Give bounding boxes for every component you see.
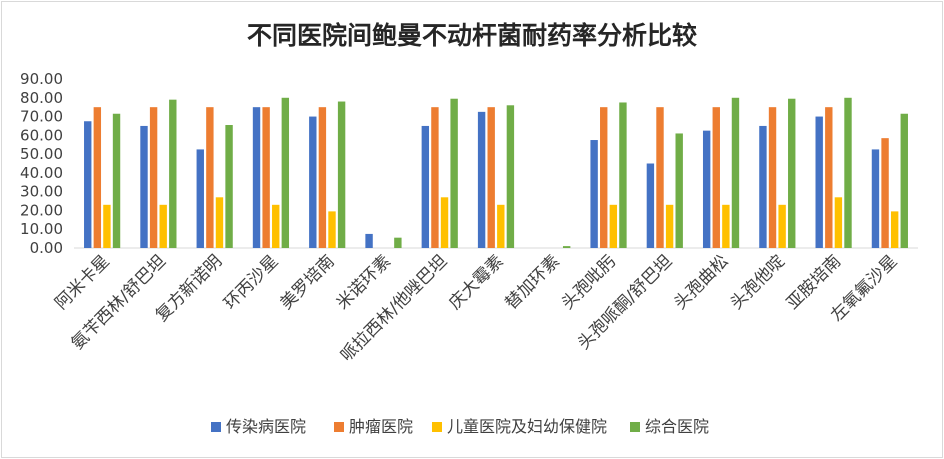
bar (600, 107, 608, 248)
bar (477, 111, 486, 248)
bar (562, 246, 571, 248)
legend-swatch (630, 422, 640, 432)
bar (844, 97, 852, 248)
bar (722, 204, 730, 248)
bar (281, 97, 290, 248)
bar (815, 116, 823, 248)
bar (646, 163, 655, 248)
legend-label: 传染病医院 (226, 417, 306, 436)
bar (309, 116, 317, 248)
bar (225, 125, 233, 248)
bar (871, 149, 880, 248)
chart-title: 不同医院间鲍曼不动杆菌耐药率分析比较 (247, 21, 697, 50)
bar (759, 125, 767, 248)
x-tick-label: 哌拉西林/他唑巴坦 (337, 251, 451, 365)
bar (825, 107, 833, 248)
bar (206, 107, 214, 248)
bar (262, 107, 270, 248)
bar (84, 121, 92, 248)
bar (421, 125, 430, 248)
bar (619, 102, 627, 248)
x-tick-label: 头孢他啶 (727, 251, 789, 313)
x-axis: 阿米卡星氨苄西林/舒巴坦复方新诺明环丙沙星美罗培南米诺环素哌拉西林/他唑巴坦庆大… (51, 251, 901, 365)
x-tick-label: 庆大霉素 (445, 251, 507, 313)
bar (834, 197, 843, 248)
bar (140, 125, 148, 248)
y-tick-label: 0.00 (30, 239, 63, 257)
y-tick-label: 80.00 (20, 89, 63, 107)
bar (656, 107, 664, 248)
bar (318, 107, 327, 248)
bars (84, 97, 908, 249)
bar (487, 107, 495, 248)
y-tick-label: 20.00 (20, 201, 63, 219)
y-tick-label: 60.00 (20, 126, 63, 144)
bar (272, 204, 280, 248)
bar (215, 197, 224, 248)
legend-swatch (334, 422, 344, 432)
bar (196, 149, 204, 248)
bar (881, 138, 889, 248)
bar (440, 197, 449, 248)
y-tick-label: 50.00 (20, 145, 63, 163)
x-tick-label: 环丙沙星 (220, 251, 282, 313)
bar (731, 97, 740, 248)
bar (675, 133, 683, 248)
x-tick-label: 美罗培南 (277, 251, 339, 313)
bar (159, 204, 167, 248)
bar (252, 107, 261, 248)
bar (431, 107, 439, 248)
bar (169, 99, 177, 248)
legend-label: 肿瘤医院 (349, 417, 413, 436)
bar (112, 113, 121, 249)
bar (609, 204, 618, 248)
legend-label: 综合医院 (645, 417, 709, 436)
bar (778, 204, 786, 248)
bar (93, 107, 102, 248)
bar (590, 140, 598, 248)
bar (450, 98, 458, 248)
y-tick-label: 30.00 (20, 183, 63, 201)
bar (768, 107, 777, 248)
legend-swatch (432, 422, 442, 432)
y-tick-label: 10.00 (20, 220, 63, 238)
bar (788, 98, 796, 248)
bar (497, 204, 505, 248)
bar (149, 107, 158, 248)
bar (890, 211, 899, 248)
bar (337, 101, 346, 248)
y-tick-label: 90.00 (20, 70, 63, 88)
bar (702, 130, 711, 248)
y-tick-label: 70.00 (20, 108, 63, 126)
y-tick-label: 40.00 (20, 164, 63, 182)
bar (394, 237, 402, 248)
bar (665, 204, 674, 248)
bar (506, 105, 515, 248)
bar (103, 204, 111, 248)
x-tick-label: 替加环素 (502, 251, 564, 313)
legend-label: 儿童医院及妇幼保健院 (447, 417, 607, 436)
y-axis: 0.0010.0020.0030.0040.0050.0060.0070.008… (20, 70, 918, 257)
bar (900, 113, 908, 249)
bar (365, 233, 373, 248)
legend-swatch (211, 422, 221, 432)
legend: 传染病医院 肿瘤医院 儿童医院及妇幼保健院 综合医院 (211, 417, 709, 436)
bar (712, 107, 720, 248)
x-tick-label: 头孢曲松 (670, 251, 732, 313)
bar (328, 211, 336, 248)
